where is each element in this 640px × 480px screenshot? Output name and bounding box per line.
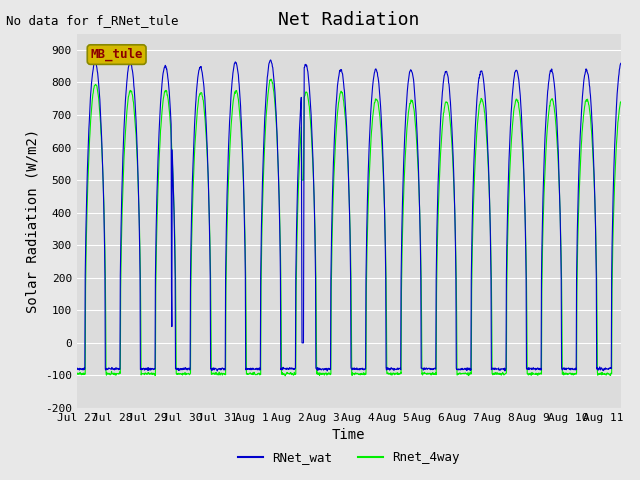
Y-axis label: Solar Radiation (W/m2): Solar Radiation (W/m2): [26, 129, 40, 313]
Text: MB_tule: MB_tule: [90, 48, 143, 61]
Legend: RNet_wat, Rnet_4way: RNet_wat, Rnet_4way: [232, 446, 465, 469]
X-axis label: Time: Time: [332, 429, 365, 443]
Text: No data for f_RNet_tule: No data for f_RNet_tule: [6, 14, 179, 27]
Title: Net Radiation: Net Radiation: [278, 11, 419, 29]
